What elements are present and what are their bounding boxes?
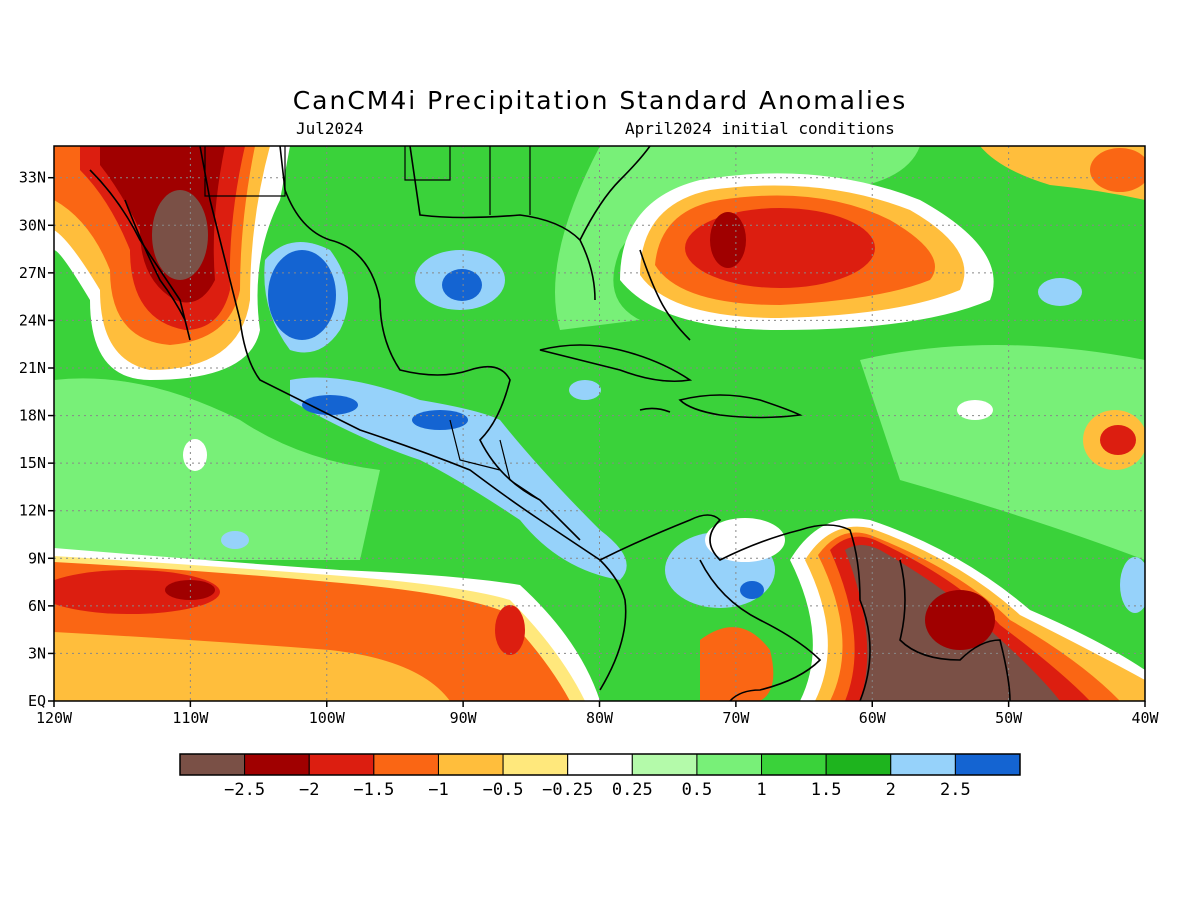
colorbar-swatch	[761, 753, 827, 776]
y-tick-label: 24N	[19, 311, 46, 329]
gridlines	[54, 146, 1145, 701]
cuba	[539, 344, 693, 383]
wet-lightblue-caribbean	[569, 380, 601, 400]
y-tick-label: 3N	[28, 644, 46, 662]
y-axis: EQ 3N 6N 9N 12N 15N 18N 21N 24N 27N 30N 33N	[19, 169, 54, 710]
wet-lightblue-pacific	[221, 531, 249, 549]
x-tick-label: 110W	[172, 709, 209, 727]
colorbar-swatch	[244, 753, 310, 776]
wet-lightblue-east	[1120, 557, 1145, 613]
y-tick-label: 33N	[19, 169, 46, 187]
colorbar-swatch	[502, 753, 569, 776]
central-america-borders	[449, 419, 541, 501]
x-tick-label: 40W	[1131, 709, 1159, 727]
initial-conditions-label: April2024 initial conditions	[625, 119, 895, 138]
y-tick-label: 6N	[28, 597, 46, 615]
us-state-lines	[489, 146, 531, 215]
jamaica	[639, 407, 671, 413]
colorbar-frame	[179, 753, 1021, 776]
guianas-borders	[899, 559, 1011, 701]
dry-red-pacific-east	[495, 605, 525, 655]
dry-darkred-atlantic	[710, 212, 746, 268]
neutral-spot-venezuela	[705, 518, 785, 562]
colorbar-label: −1.5	[353, 780, 394, 800]
colorbar-swatch	[373, 753, 439, 776]
us-gulf-coast	[409, 146, 596, 301]
colorbar: −2.5 −2 −1.5 −1 −0.5 −0.25 0.25 0.5 1 1.5 2 2.5	[179, 753, 1021, 800]
colorbar-swatch	[631, 753, 698, 776]
colorbar-swatch	[696, 753, 763, 776]
venezuela-colombia-border	[699, 559, 822, 701]
x-axis: 120W 110W 100W 90W 80W 70W 60W 50W 40W	[36, 701, 1160, 727]
figure-title: CanCM4i Precipitation Standard Anomalies	[292, 86, 908, 115]
colorbar-label: 1	[756, 780, 766, 800]
us-state-border	[404, 146, 451, 181]
colorbar-label: −0.5	[483, 780, 524, 800]
light-wet-zone-north	[555, 146, 920, 330]
wet-blue-gulf-east	[442, 269, 482, 301]
dry-light-orange-pacific	[54, 632, 450, 701]
colorbar-label: 0.25	[612, 780, 653, 800]
colorbar-swatch	[567, 753, 633, 776]
colorbar-swatch	[890, 753, 956, 776]
dry-orange-colombia	[700, 627, 774, 701]
x-tick-label: 50W	[995, 709, 1023, 727]
shaded-field	[54, 146, 1145, 701]
bahamas	[639, 249, 691, 341]
country-borders	[204, 146, 541, 501]
us-mexico-border	[204, 146, 286, 197]
x-tick-label: 60W	[859, 709, 887, 727]
light-wet-zone-pacific	[54, 378, 380, 560]
hispaniola	[678, 394, 803, 419]
dry-darkred-south-america	[925, 590, 995, 650]
baja-peninsula	[124, 199, 186, 321]
x-tick-label: 70W	[722, 709, 750, 727]
wet-blue-colombia	[740, 581, 764, 599]
colorbar-swatch	[308, 753, 375, 776]
colorbar-swatch	[437, 753, 504, 776]
y-tick-label: 18N	[19, 407, 46, 425]
wet-blue-pacific-coast	[302, 395, 358, 415]
y-tick-label: EQ	[28, 692, 46, 710]
pacific-coast-central-america	[199, 146, 627, 691]
y-tick-label: 9N	[28, 549, 46, 567]
neutral-spot-atlantic	[957, 400, 993, 420]
light-wet-zone-atlantic	[860, 345, 1145, 560]
dry-orange-northeast	[1090, 148, 1145, 192]
y-tick-label: 30N	[19, 216, 46, 234]
us-east-coast	[579, 146, 651, 241]
colorbar-label: 0.5	[682, 780, 713, 800]
dry-brown-mexico	[152, 190, 208, 280]
neutral-spot-pacific	[183, 439, 207, 471]
dry-red-east	[1100, 425, 1136, 455]
x-tick-label: 80W	[586, 709, 614, 727]
colorbar-label: 1.5	[811, 780, 842, 800]
baja-coast	[89, 169, 191, 341]
wet-blue-gulf	[268, 250, 336, 340]
x-tick-label: 120W	[36, 709, 73, 727]
colorbar-label: −0.25	[542, 780, 593, 800]
colorbar-label: −2	[299, 780, 319, 800]
wet-lightblue-central-america	[290, 377, 627, 580]
colorbar-swatch	[825, 753, 892, 776]
wet-blue-guatemala	[412, 410, 468, 430]
y-tick-label: 12N	[19, 502, 46, 520]
y-tick-label: 21N	[19, 359, 46, 377]
y-tick-label: 27N	[19, 264, 46, 282]
colorbar-swatch	[179, 753, 246, 776]
wet-lightblue-atlantic	[1038, 278, 1082, 306]
x-tick-label: 90W	[450, 709, 478, 727]
y-tick-label: 15N	[19, 454, 46, 472]
colorbar-label: −1	[428, 780, 448, 800]
x-tick-label: 100W	[309, 709, 346, 727]
northern-south-america-coast	[599, 514, 871, 701]
colorbar-swatch	[954, 753, 1021, 776]
colorbar-label: −2.5	[224, 780, 265, 800]
dry-red-pacific	[54, 570, 220, 614]
colorbar-label: 2	[886, 780, 896, 800]
colorbar-label: 2.5	[940, 780, 971, 800]
valid-month-label: Jul2024	[296, 119, 364, 138]
